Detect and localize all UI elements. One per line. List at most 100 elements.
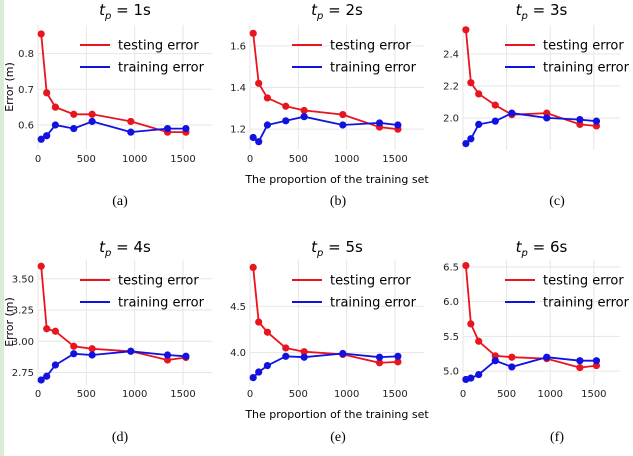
chart-title: tp = 4s [99, 238, 151, 259]
testing-error-point [37, 262, 45, 270]
x-tick-label: 1500 [581, 389, 606, 400]
training-error-point [375, 353, 384, 361]
testing-error-point [249, 29, 257, 37]
x-tick-label: 1000 [334, 389, 359, 400]
chart-title: tp = 6s [516, 238, 568, 259]
training-error-point [592, 357, 601, 365]
chart-panel-6: 0 500 1000 1500 5.0 5.5 6.0 6.5 tp = 6s testing e… [443, 238, 630, 445]
y-tick-label: 5.5 [443, 332, 459, 343]
training-error-point [462, 139, 470, 148]
training-error-point [37, 376, 45, 384]
title-value: = 3s [528, 1, 568, 19]
training-error-point [43, 132, 51, 140]
testing-error-point [339, 110, 347, 119]
training-error-point [592, 117, 601, 125]
x-tick-label: 500 [77, 389, 96, 400]
legend-training-label: training error [543, 61, 630, 76]
testing-error-point [576, 364, 584, 372]
title-symbol: t [516, 1, 523, 19]
chart-panel-5: 0 500 1000 1500 4.0 4.5 tp = 5s testing error tr… [230, 238, 424, 445]
y-tick-label: 0.7 [18, 85, 34, 96]
legend-testing-label: testing error [330, 274, 411, 289]
y-axis-label: Error (m) [3, 297, 16, 347]
training-error-point [467, 135, 475, 143]
x-tick-label: 1000 [122, 154, 147, 165]
x-tick-label: 1500 [170, 154, 195, 165]
y-tick-label: 2.2 [443, 81, 459, 92]
training-error-point [300, 113, 308, 121]
training-error-point [394, 121, 402, 129]
x-tick-label: 1500 [382, 389, 407, 400]
testing-error-point [282, 102, 290, 110]
training-error-point [263, 361, 271, 370]
testing-error-point [491, 101, 499, 109]
y-tick-label: 0.8 [18, 49, 34, 60]
testing-error-point [462, 26, 470, 34]
x-tick-label: 500 [497, 389, 516, 400]
y-tick-label: 1.6 [230, 41, 246, 52]
y-tick-label: 1.2 [230, 125, 246, 136]
testing-error-point [263, 94, 271, 102]
y-tick-label: 6.0 [443, 297, 459, 308]
testing-error-point [88, 110, 96, 118]
training-error-point [163, 351, 172, 359]
training-error-point [543, 114, 551, 122]
x-tick-label: 1500 [382, 154, 407, 165]
x-tick-label: 0 [35, 389, 41, 400]
testing-error-point [462, 261, 470, 270]
training-error-point [255, 138, 263, 146]
title-symbol: t [516, 238, 523, 256]
y-tick-label: 5.0 [443, 367, 459, 378]
chart-panel-2: 0 500 1000 1500 1.2 1.4 1.6 tp = 2s testing erro… [230, 1, 424, 209]
title-subscript: p [521, 11, 528, 22]
testing-error-point [300, 106, 308, 115]
x-tick-label: 0 [460, 389, 466, 400]
x-axis-label: The proportion of the training set [244, 173, 429, 186]
x-tick-label: 1500 [170, 389, 195, 400]
testing-error-point [467, 320, 475, 328]
training-error-point [576, 357, 584, 365]
panel-caption: (e) [330, 430, 346, 445]
title-symbol: t [311, 1, 318, 19]
training-error-point [51, 361, 60, 369]
legend-training-label: training error [543, 296, 630, 311]
y-tick-label: 2.4 [443, 49, 459, 60]
title-subscript: p [104, 11, 111, 22]
title-subscript: p [521, 248, 528, 259]
panel-caption: (c) [549, 194, 565, 209]
title-subscript: p [104, 248, 111, 259]
training-error-point [576, 115, 584, 124]
legend-training-label: training error [118, 61, 205, 76]
testing-error-point [282, 344, 290, 352]
title-symbol: t [311, 238, 318, 256]
testing-error-point [127, 117, 135, 126]
training-error-point [88, 117, 96, 126]
legend-testing-label: testing error [118, 274, 199, 289]
x-tick-label: 0 [247, 154, 253, 165]
testing-error-point [37, 30, 45, 38]
x-tick-label: 500 [289, 389, 308, 400]
testing-error-point [51, 327, 60, 335]
title-symbol: t [99, 1, 106, 19]
training-error-point [467, 374, 475, 382]
training-error-point [263, 121, 271, 129]
testing-error-point [467, 79, 475, 87]
x-tick-label: 500 [289, 154, 308, 165]
y-tick-label: 1.4 [230, 83, 246, 94]
title-value: = 2s [323, 1, 363, 19]
training-error-point [394, 352, 402, 360]
training-error-point [339, 349, 347, 358]
testing-error-point [51, 103, 60, 111]
testing-error-point [263, 328, 271, 336]
training-error-point [127, 128, 135, 136]
training-error-point [508, 109, 516, 117]
training-error-point [375, 119, 384, 127]
y-tick-label: 6.5 [443, 262, 459, 273]
testing-error-point [255, 318, 263, 326]
testing-error-point [163, 356, 172, 364]
x-tick-label: 1000 [334, 154, 359, 165]
legend-training-label: training error [330, 61, 417, 76]
testing-error-point [375, 359, 384, 367]
legend-testing-label: testing error [118, 39, 199, 54]
